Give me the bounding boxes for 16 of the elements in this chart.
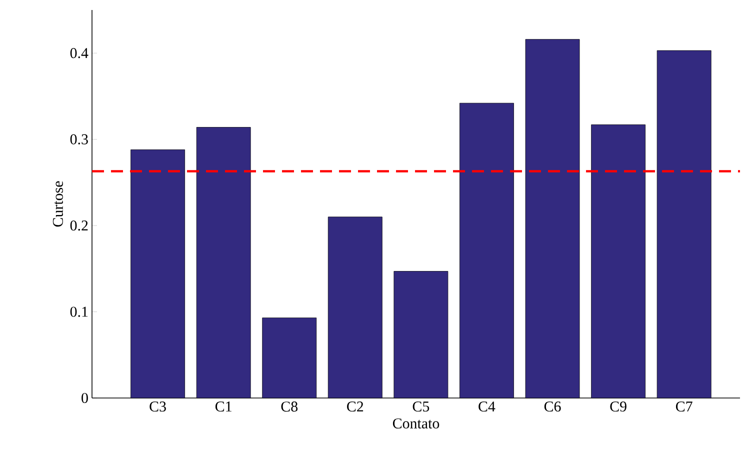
x-tick-label: C4	[478, 402, 496, 412]
y-tick-label: 0.3	[70, 134, 88, 144]
x-tick-label: C6	[544, 402, 561, 412]
y-axis-title: Curtose	[52, 181, 63, 227]
y-tick-label: 0.2	[70, 220, 88, 231]
y-tick-label: 0.4	[70, 48, 88, 58]
x-tick-label: C1	[215, 402, 232, 412]
x-tick-label: C7	[676, 402, 692, 412]
y-tick-label: 0	[82, 392, 88, 404]
x-axis-title: Contato	[392, 418, 440, 428]
x-tick-label: C9	[610, 402, 626, 412]
x-tick-label: C2	[347, 402, 364, 412]
x-tick-label: C8	[281, 402, 298, 412]
x-tick-label: C5	[412, 402, 430, 412]
y-tick-label: 0.1	[70, 306, 88, 317]
x-tick-label: C3	[150, 402, 166, 412]
